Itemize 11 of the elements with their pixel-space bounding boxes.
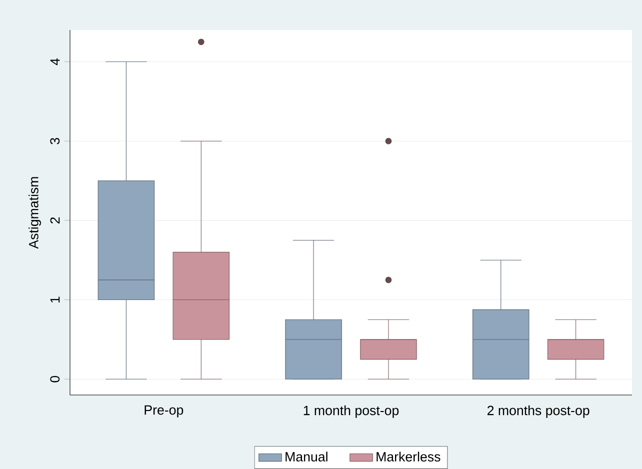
y-axis-title: Astigmatism [28,177,41,249]
legend-label: Markerless [376,452,440,462]
y-tick-label: 3 [50,138,60,144]
y-tick-label: 0 [50,376,60,382]
x-tick-label: 2 months post-op [487,405,590,418]
y-tick-label: 2 [50,217,60,224]
legend-label: Manual [286,452,328,462]
x-tick-label: 1 month post-op [304,405,399,418]
y-tick-label: 4 [50,58,60,66]
x-tick-label: Pre-op [144,405,184,418]
y-tick-label: 1 [50,296,60,302]
